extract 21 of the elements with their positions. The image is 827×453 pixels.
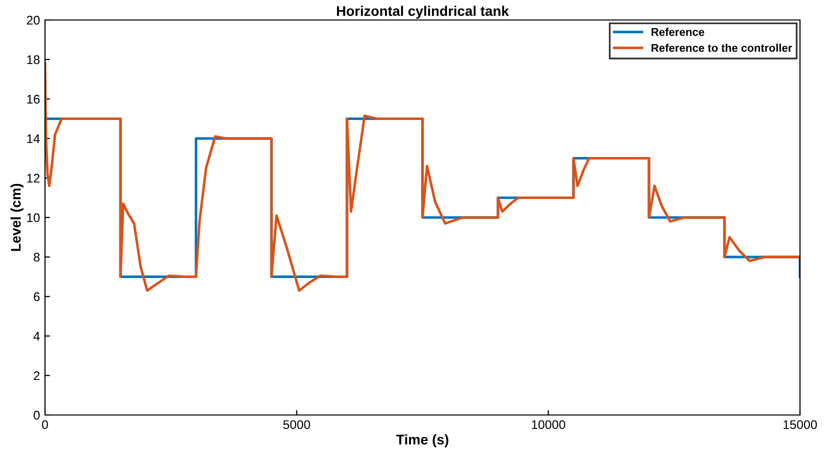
x-tick-label: 10000 bbox=[532, 420, 566, 430]
y-tick-label: 20 bbox=[26, 16, 40, 25]
line-series bbox=[45, 62, 800, 292]
x-tick-label: 15000 bbox=[784, 420, 817, 430]
x-tick-label: 0 bbox=[42, 420, 48, 430]
chart-title: Horizontal cylindrical tank bbox=[336, 6, 509, 19]
y-tick-label: 4 bbox=[33, 332, 40, 341]
y-tick-label: 16 bbox=[27, 94, 40, 104]
legend-label: Reference bbox=[652, 28, 704, 36]
y-tick-label: 18 bbox=[27, 55, 40, 64]
y-tick-label: 14 bbox=[27, 134, 40, 144]
x-tick-label: 5000 bbox=[283, 420, 310, 430]
y-tick-label: 0 bbox=[34, 410, 40, 420]
x-axis-title: Time (s) bbox=[396, 434, 448, 448]
y-axis-title: Level (cm) bbox=[10, 184, 24, 251]
legend-label: Reference to the controller bbox=[652, 44, 792, 52]
y-tick-label: 6 bbox=[34, 292, 40, 302]
y-tick-label: 12 bbox=[27, 174, 40, 183]
y-tick-label: 10 bbox=[27, 213, 40, 222]
y-tick-label: 8 bbox=[34, 252, 40, 262]
y-tick-label: 2 bbox=[34, 371, 40, 380]
